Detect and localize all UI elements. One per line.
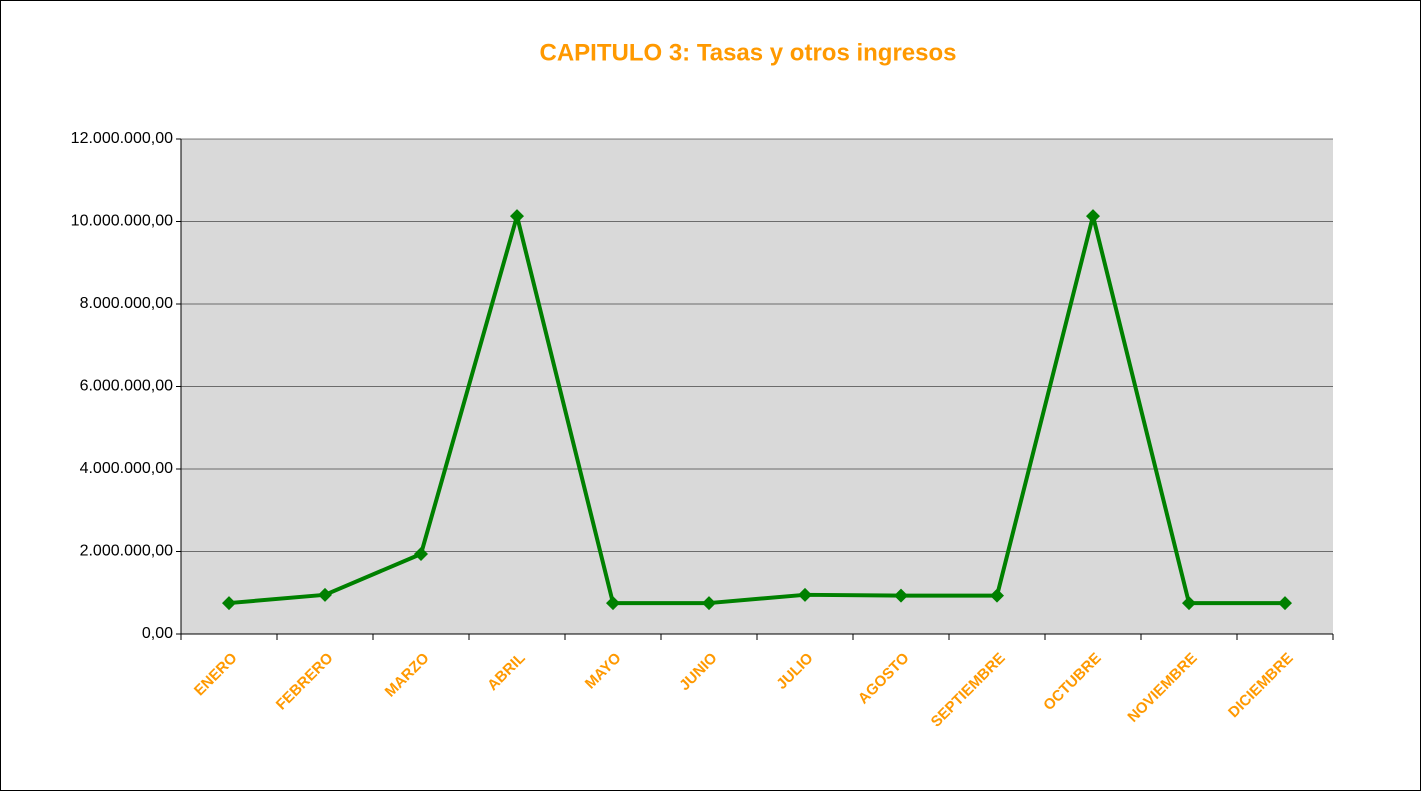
marker [894, 588, 908, 603]
y-tick-label: 6.000.000,00 [80, 378, 174, 395]
marker [414, 546, 428, 561]
y-tick-label: 10.000.000,00 [71, 213, 173, 230]
marker [702, 596, 716, 611]
marker [1182, 596, 1196, 611]
chart-title: CAPITULO 3: Tasas y otros ingresos [540, 39, 957, 66]
marker [798, 587, 812, 602]
line [228, 214, 1285, 606]
marker [318, 587, 332, 602]
y-tick-label: 2.000.000,00 [80, 543, 174, 560]
marker [1278, 596, 1292, 611]
marker [606, 596, 620, 611]
y-tick-label: 0,00 [142, 625, 173, 642]
marker [1086, 209, 1100, 224]
marker [510, 209, 524, 224]
y-tick-label: 12.000.000,00 [71, 130, 173, 147]
y-tick-label: 8.000.000,00 [80, 295, 174, 312]
marker [990, 588, 1004, 603]
y-tick-label: 4.000.000,00 [80, 460, 174, 477]
marker [222, 596, 236, 611]
